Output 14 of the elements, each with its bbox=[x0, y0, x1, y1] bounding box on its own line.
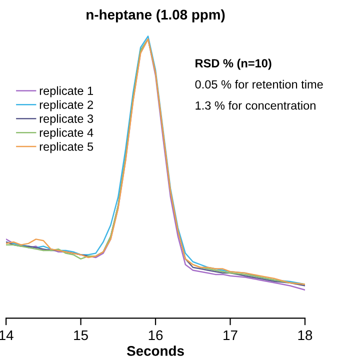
x-tick-label: 17 bbox=[224, 330, 238, 340]
legend-label: replicate 3 bbox=[40, 114, 94, 126]
x-tick-label: 16 bbox=[148, 330, 163, 340]
legend-label: replicate 5 bbox=[40, 142, 94, 154]
legend-label: replicate 1 bbox=[40, 86, 94, 98]
annotation: 0.05 % for retention time bbox=[195, 80, 323, 89]
annotation: 1.3 % for concentration bbox=[196, 101, 316, 110]
chart-title: n-heptane (1.08 ppm) bbox=[86, 9, 225, 22]
legend-label: replicate 2 bbox=[40, 100, 93, 112]
x-tick-label: 18 bbox=[298, 330, 312, 340]
x-tick-label: 15 bbox=[74, 330, 88, 340]
annotation: RSD % (n=10) bbox=[196, 58, 272, 70]
legend-label: replicate 4 bbox=[40, 128, 94, 140]
x-axis-title: Seconds bbox=[126, 346, 184, 356]
